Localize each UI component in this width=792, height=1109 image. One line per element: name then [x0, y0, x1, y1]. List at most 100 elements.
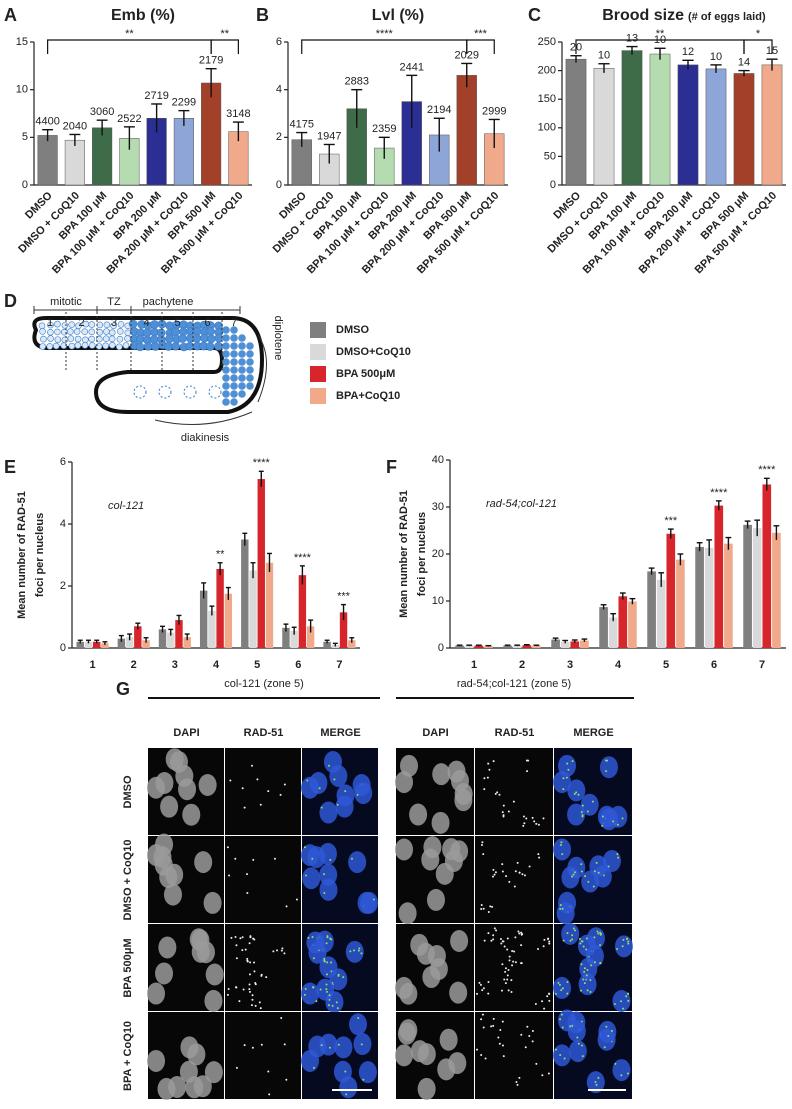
bar	[158, 629, 167, 648]
bar	[290, 630, 298, 648]
focus	[478, 981, 481, 984]
bar	[695, 546, 704, 648]
zone-label: 1	[47, 317, 53, 329]
x-tick-label: 6	[711, 659, 717, 671]
focus	[344, 790, 347, 793]
focus	[285, 905, 288, 908]
nucleus	[589, 855, 608, 878]
panel-label: F	[386, 457, 397, 477]
focus	[239, 937, 242, 940]
focus	[579, 942, 582, 945]
focus	[547, 992, 550, 995]
focus	[531, 1030, 534, 1033]
germ-cell	[222, 398, 230, 406]
focus	[571, 938, 574, 941]
focus	[526, 1025, 529, 1028]
nucleus	[454, 782, 473, 805]
focus	[523, 822, 526, 825]
x-tick-label: 5	[254, 659, 260, 671]
focus	[283, 952, 286, 955]
germ-cell	[222, 342, 230, 350]
focus	[538, 856, 541, 859]
germ-cell	[68, 321, 75, 328]
gonad-diagram: D mitotic TZ pachytene diplotene diakine…	[4, 291, 284, 444]
germ-cell	[52, 342, 60, 350]
focus	[558, 983, 561, 986]
germ-cell	[230, 342, 238, 350]
nucleus	[155, 962, 174, 985]
focus	[311, 857, 314, 860]
focus	[258, 1001, 261, 1004]
nucleus	[599, 756, 618, 779]
germ-cell	[39, 328, 46, 335]
focus	[315, 1000, 318, 1003]
bar	[647, 571, 656, 648]
germ-cell	[88, 342, 96, 349]
focus	[590, 964, 593, 967]
germ-cell	[128, 319, 138, 329]
focus	[520, 1033, 523, 1036]
focus	[595, 861, 598, 864]
nucleus	[316, 978, 335, 1001]
nucleus	[333, 1060, 352, 1083]
focus	[508, 955, 511, 958]
significance-label: ***	[474, 28, 488, 40]
focus	[235, 957, 238, 960]
sample-size: 10	[710, 51, 722, 63]
bar	[92, 127, 113, 186]
bar	[704, 547, 714, 648]
focus	[242, 988, 245, 991]
nucleus	[147, 982, 166, 1005]
legend-swatch	[310, 366, 326, 382]
focus	[306, 779, 309, 782]
bar	[455, 645, 464, 648]
focus	[566, 932, 569, 935]
nucleus	[329, 968, 348, 991]
focus	[320, 1044, 323, 1047]
germ-cell	[222, 326, 230, 334]
sample-size: 2359	[372, 123, 396, 135]
germ-cell	[246, 382, 254, 390]
germ-cell	[230, 358, 238, 366]
oocyte	[208, 385, 222, 399]
x-tick-label: 7	[336, 659, 342, 671]
focus	[327, 1004, 330, 1007]
focus	[480, 844, 483, 847]
focus	[620, 1000, 623, 1003]
bar	[183, 637, 191, 648]
bar	[339, 612, 348, 648]
focus	[599, 931, 602, 934]
germ-cell	[246, 342, 254, 350]
focus	[349, 950, 352, 953]
nucleus	[567, 803, 586, 826]
nucleus	[395, 838, 414, 861]
focus	[534, 1003, 537, 1006]
focus	[360, 1043, 363, 1046]
focus	[481, 841, 484, 844]
focus	[283, 783, 286, 786]
germ-cell	[108, 335, 116, 343]
focus	[486, 776, 489, 779]
focus	[497, 1036, 500, 1039]
focus	[323, 957, 326, 960]
nucleus	[600, 808, 619, 831]
bar	[216, 568, 224, 648]
nucleus	[301, 982, 320, 1005]
nucleus	[319, 878, 338, 901]
zone-label: 6	[204, 317, 210, 329]
sample-size: 2441	[400, 61, 424, 73]
focus	[537, 823, 540, 826]
focus	[625, 937, 628, 940]
nucleus	[335, 795, 354, 818]
nucleus	[448, 1052, 467, 1075]
focus	[571, 760, 574, 763]
bar	[560, 641, 570, 648]
focus	[492, 1017, 495, 1020]
focus	[303, 846, 306, 849]
focus	[253, 970, 256, 973]
focus	[567, 768, 570, 771]
germ-cell	[102, 335, 110, 343]
bar	[762, 484, 772, 648]
focus	[244, 948, 247, 951]
